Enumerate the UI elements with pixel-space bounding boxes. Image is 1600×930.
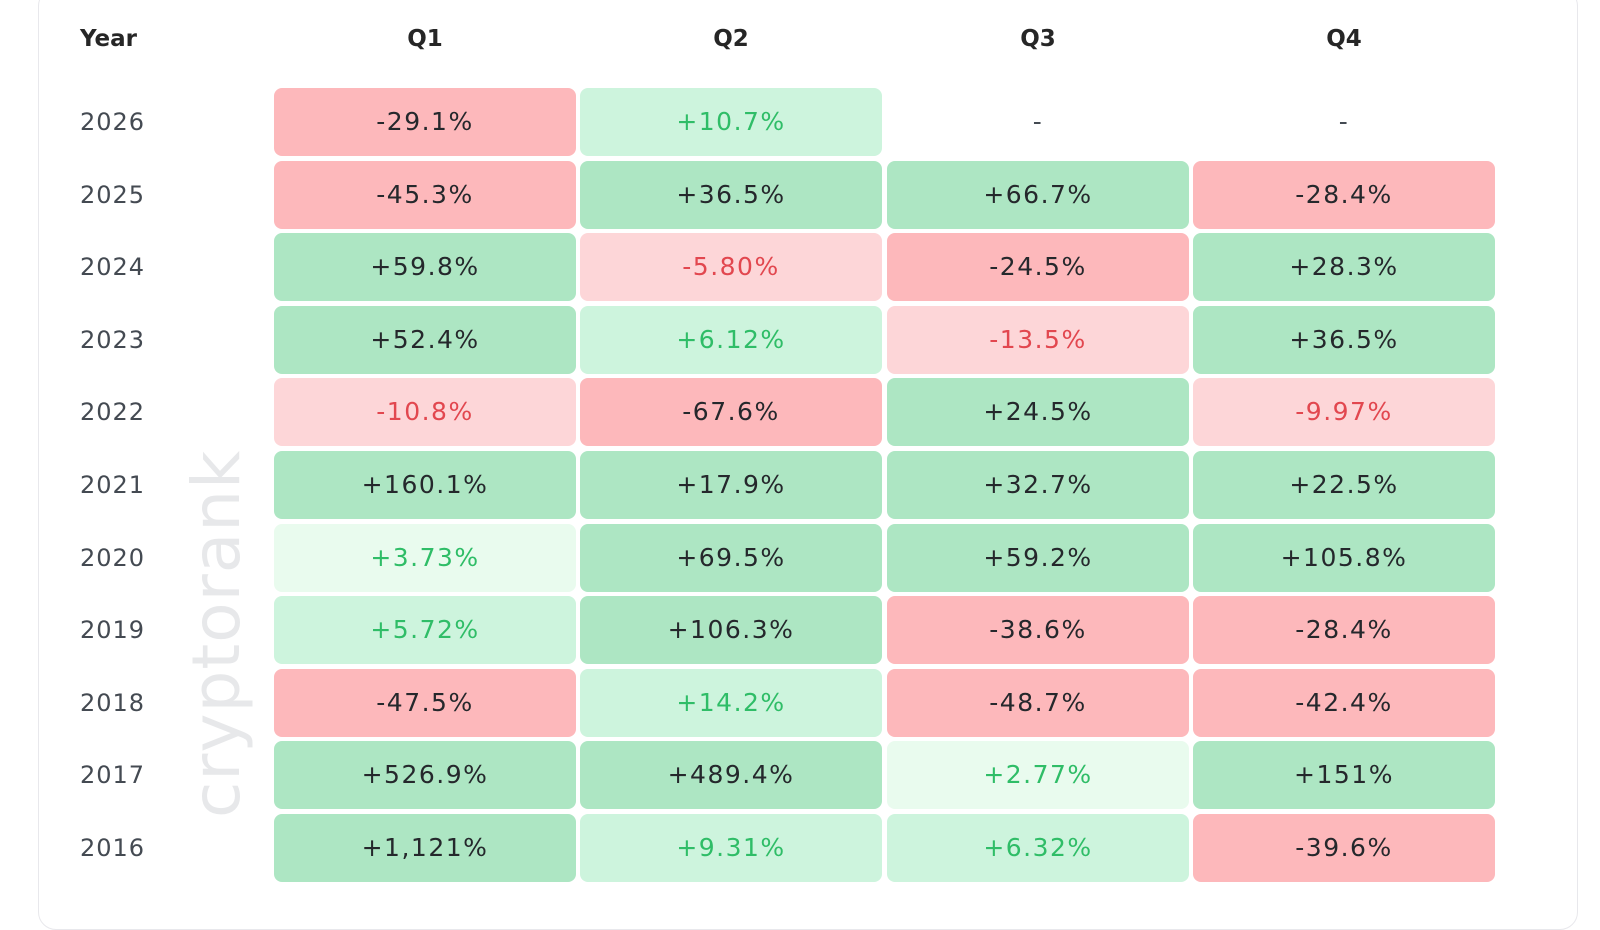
year-label: 2023 — [80, 325, 146, 354]
heatmap-cell: +28.3% — [1193, 233, 1495, 302]
heatmap-cell: - — [1338, 107, 1350, 136]
heatmap-cell: +1,121% — [274, 814, 576, 882]
heatmap-cell: +489.4% — [580, 741, 882, 810]
heatmap-cell: +106.3% — [580, 596, 882, 665]
heatmap-cell: -29.1% — [274, 88, 576, 156]
header-q4: Q4 — [1326, 26, 1362, 52]
year-label: 2019 — [80, 616, 146, 645]
heatmap-cell: +24.5% — [887, 378, 1189, 447]
year-label: 2021 — [80, 471, 146, 499]
heatmap-cell: +160.1% — [274, 451, 576, 519]
heatmap-cell: -67.6% — [580, 378, 882, 447]
heatmap-cell: +36.5% — [1193, 305, 1495, 374]
year-label: 2022 — [80, 398, 146, 427]
heatmap-cell: +14.2% — [580, 668, 882, 737]
heatmap-cell: +69.5% — [580, 523, 882, 592]
year-label: 2026 — [80, 108, 146, 136]
heatmap-cell: +36.5% — [580, 160, 882, 229]
heatmap-cell: +6.12% — [580, 305, 882, 374]
heatmap-cell: +52.4% — [274, 305, 576, 374]
year-label: 2017 — [80, 761, 146, 790]
heatmap-cell: +2.77% — [887, 741, 1189, 810]
header-q1: Q1 — [407, 26, 443, 52]
heatmap-cell: +526.9% — [274, 741, 576, 810]
year-label: 2018 — [80, 688, 146, 717]
header-q2: Q2 — [713, 26, 749, 52]
heatmap-cell: +9.31% — [580, 814, 882, 882]
heatmap-cell: -38.6% — [887, 596, 1189, 665]
heatmap-cell: +10.7% — [580, 88, 882, 156]
heatmap-cell: -28.4% — [1193, 596, 1495, 665]
heatmap-cell: -39.6% — [1193, 814, 1495, 882]
heatmap-cell: +151% — [1193, 741, 1495, 810]
heatmap-cell: -10.8% — [274, 378, 576, 447]
heatmap-cell: +3.73% — [274, 523, 576, 592]
heatmap-cell: -9.97% — [1193, 378, 1495, 447]
heatmap-cell: -48.7% — [887, 668, 1189, 737]
heatmap-cell: -42.4% — [1193, 668, 1495, 737]
heatmap-cell: -24.5% — [887, 233, 1189, 302]
heatmap-cell: -47.5% — [274, 668, 576, 737]
heatmap-cell: +59.2% — [887, 523, 1189, 592]
heatmap-cell: -28.4% — [1193, 160, 1495, 229]
heatmap-cell: +59.8% — [274, 233, 576, 302]
heatmap-cell: -13.5% — [887, 305, 1189, 374]
header-q3: Q3 — [1020, 26, 1056, 52]
header-year: Year — [80, 26, 138, 52]
heatmap-cell: +105.8% — [1193, 523, 1495, 592]
heatmap-cell: +32.7% — [887, 451, 1189, 519]
heatmap-cell: -45.3% — [274, 160, 576, 229]
year-label: 2016 — [80, 834, 146, 862]
heatmap-cell: +66.7% — [887, 160, 1189, 229]
heatmap-cell: +5.72% — [274, 596, 576, 665]
year-label: 2020 — [80, 543, 146, 572]
heatmap-cell: +17.9% — [580, 451, 882, 519]
heatmap-cell: +6.32% — [887, 814, 1189, 882]
year-label: 2024 — [80, 253, 146, 282]
year-label: 2025 — [80, 180, 146, 209]
heatmap-cell: +22.5% — [1193, 451, 1495, 519]
heatmap-cell: - — [1032, 107, 1044, 136]
heatmap-cell: -5.80% — [580, 233, 882, 302]
